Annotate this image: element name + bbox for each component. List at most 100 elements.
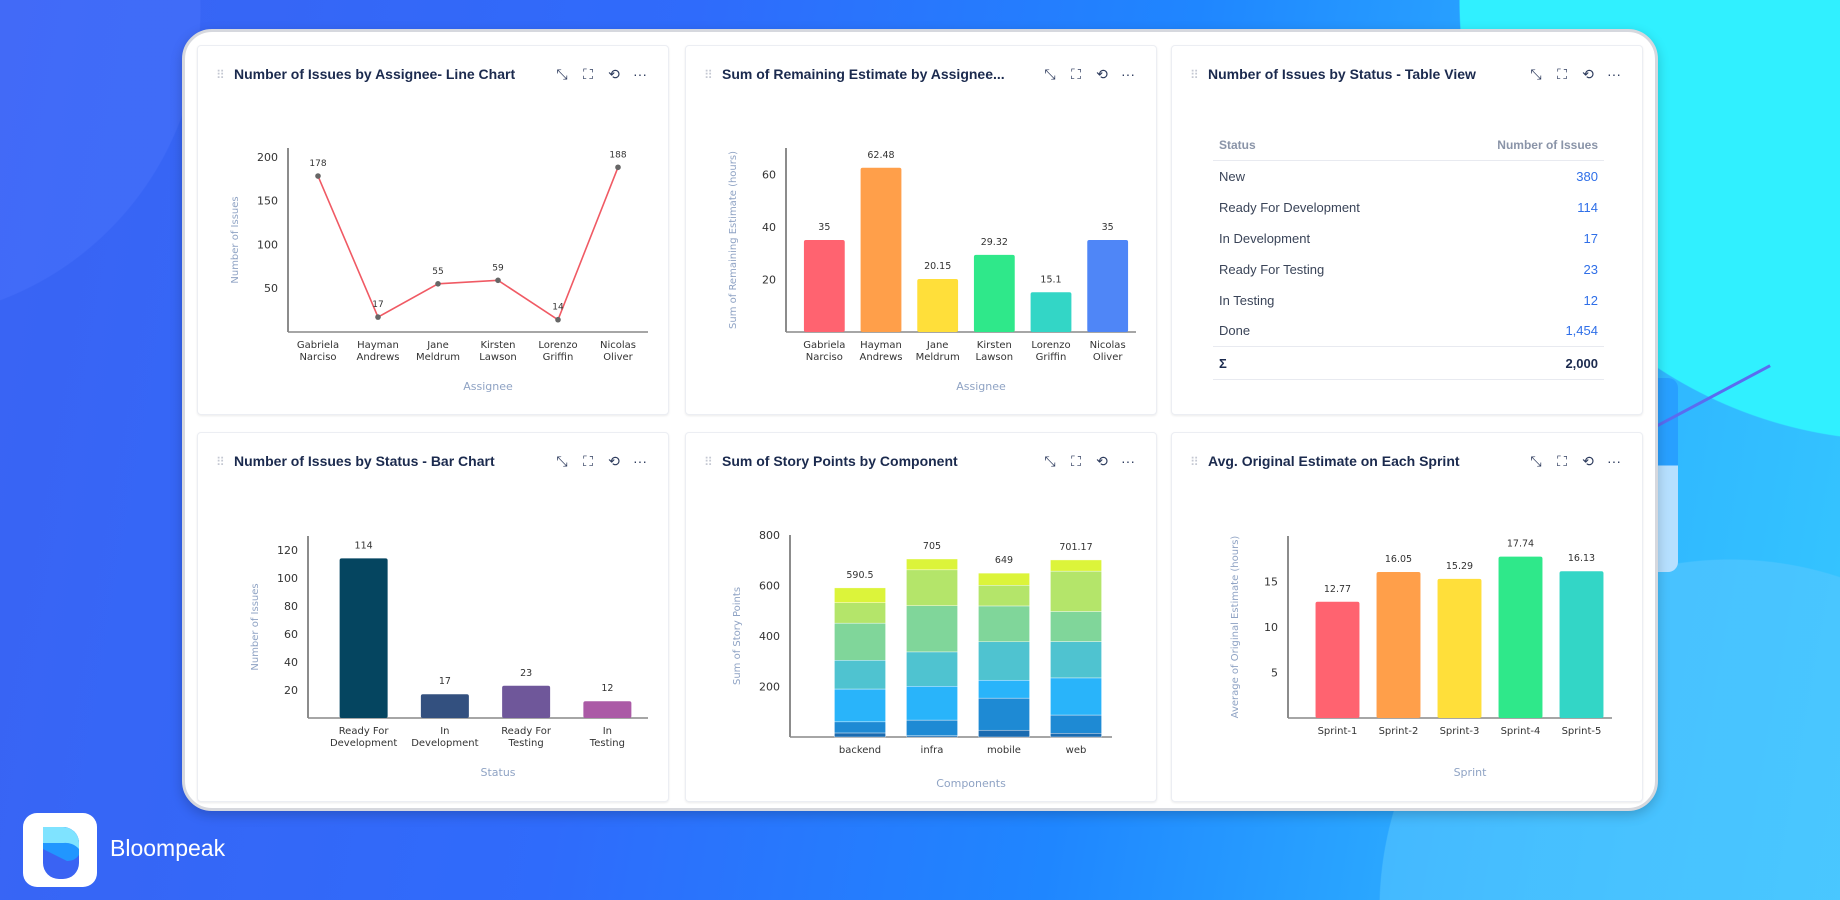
data-point[interactable] [495,277,501,284]
drag-handle-icon[interactable]: ⠿ [1190,68,1199,82]
bar[interactable] [973,254,1015,332]
chart: 200 400 600 800 Sum of Story Points Component… [732,529,1112,790]
refresh-icon[interactable]: ⟲ [1096,453,1108,469]
more-icon[interactable]: ··· [1607,66,1621,82]
stacked-bar-segment[interactable] [1050,641,1102,679]
drag-handle-icon[interactable]: ⠿ [1190,455,1199,469]
stacked-bar-segment[interactable] [1050,714,1102,734]
stacked-bar-segment[interactable] [906,558,958,571]
stacked-bar-segment[interactable] [978,729,1030,738]
fullscreen-icon[interactable]: ⛶ [583,66,593,82]
total-label: 649 [995,555,1013,566]
refresh-icon[interactable]: ⟲ [1096,66,1108,82]
fullscreen-icon[interactable]: ⛶ [1071,453,1081,469]
more-icon[interactable]: ··· [1607,453,1621,469]
widget-panel: ⠿ Sum of Remaining Estimate by Assignee.… [685,45,1157,415]
fullscreen-icon[interactable]: ⛶ [1557,66,1567,82]
stacked-bar-segment[interactable] [1050,570,1102,612]
stacked-bar-segment[interactable] [834,602,886,624]
stacked-bar-segment[interactable] [834,688,886,723]
bar[interactable] [1437,578,1482,718]
stacked-bar-segment[interactable] [906,719,958,736]
shrink-icon[interactable]: ⤡ [556,66,568,82]
panel-title: Sum of Remaining Estimate by Assignee... [722,66,1005,82]
bar[interactable] [917,279,959,332]
bar[interactable] [1030,292,1072,332]
bar[interactable] [860,167,902,332]
column-header[interactable]: Status [1213,130,1439,161]
y-tick-label: 5 [1271,667,1278,680]
stacked-bar-segment[interactable] [1050,559,1102,572]
bar[interactable] [1087,240,1129,332]
data-point[interactable] [615,164,621,171]
bar[interactable] [1315,601,1360,718]
x-tick-label: Nicolas Oliver [1090,340,1126,363]
stacked-bar-segment[interactable] [978,572,1030,586]
stacked-bar-segment[interactable] [834,660,886,690]
bar[interactable] [1376,571,1421,718]
data-label: 16.05 [1385,554,1412,565]
count-link[interactable]: 12 [1583,292,1598,308]
count-link[interactable]: 114 [1577,199,1598,215]
count-link[interactable]: 380 [1576,168,1598,184]
bar[interactable] [420,694,469,718]
shrink-icon[interactable]: ⤡ [1044,453,1056,469]
refresh-icon[interactable]: ⟲ [1582,66,1594,82]
column-header[interactable]: Number of Issues [1438,130,1604,161]
shrink-icon[interactable]: ⤡ [556,453,568,469]
stacked-bar-segment[interactable] [1050,677,1102,716]
fullscreen-icon[interactable]: ⛶ [583,453,593,469]
shrink-icon[interactable]: ⤡ [1530,66,1542,82]
more-icon[interactable]: ··· [1121,453,1135,469]
stacked-bar-segment[interactable] [906,569,958,606]
x-tick-label: Ready For Development [330,726,397,749]
stacked-bar-segment[interactable] [978,679,1030,699]
count-link[interactable]: 17 [1583,230,1598,246]
refresh-icon[interactable]: ⟲ [608,453,620,469]
refresh-icon[interactable]: ⟲ [608,66,620,82]
stacked-bar-segment[interactable] [978,585,1030,607]
more-icon[interactable]: ··· [633,66,647,82]
shrink-icon[interactable]: ⤡ [1044,66,1056,82]
stacked-bar-segment[interactable] [906,605,958,653]
bar[interactable] [1498,556,1543,718]
drag-handle-icon[interactable]: ⠿ [216,455,225,469]
stacked-bar-segment[interactable] [906,651,958,687]
table-row: Ready For Development 114 [1213,192,1604,223]
more-icon[interactable]: ··· [633,453,647,469]
shrink-icon[interactable]: ⤡ [1530,453,1542,469]
data-point[interactable] [555,316,561,323]
x-tick-label: infra [921,745,944,756]
count-link[interactable]: 23 [1583,261,1598,277]
y-axis-label: Number of Issues [250,583,261,670]
stacked-bar-segment[interactable] [978,697,1030,731]
drag-handle-icon[interactable]: ⠿ [704,68,713,82]
bar[interactable] [1559,571,1604,718]
stacked-bar-segment[interactable] [834,721,886,734]
stacked-bar-segment[interactable] [834,732,886,738]
bar[interactable] [803,240,845,332]
refresh-icon[interactable]: ⟲ [1582,453,1594,469]
fullscreen-icon[interactable]: ⛶ [1557,453,1567,469]
stacked-bar-segment[interactable] [906,686,958,721]
data-point[interactable] [435,281,441,287]
stacked-bar-segment[interactable] [1050,733,1102,738]
fullscreen-icon[interactable]: ⛶ [1071,66,1081,82]
drag-handle-icon[interactable]: ⠿ [704,455,713,469]
stacked-bar-segment[interactable] [978,641,1030,681]
more-icon[interactable]: ··· [1121,66,1135,82]
count-link[interactable]: 1,454 [1565,323,1598,339]
widget-panel: ⠿ Number of Issues by Status - Bar Chart… [197,432,669,802]
bar[interactable] [339,558,388,718]
x-tick-label: Hayman Andrews [860,340,903,363]
bar[interactable] [502,685,551,718]
stacked-bar-segment[interactable] [834,622,886,661]
stacked-bar-segment[interactable] [978,605,1030,643]
drag-handle-icon[interactable]: ⠿ [216,68,225,82]
line-series [317,166,619,321]
stacked-bar-segment[interactable] [834,587,886,603]
bar[interactable] [583,701,632,718]
data-point[interactable] [375,314,381,320]
data-point[interactable] [315,173,321,179]
stacked-bar-segment[interactable] [1050,611,1102,642]
